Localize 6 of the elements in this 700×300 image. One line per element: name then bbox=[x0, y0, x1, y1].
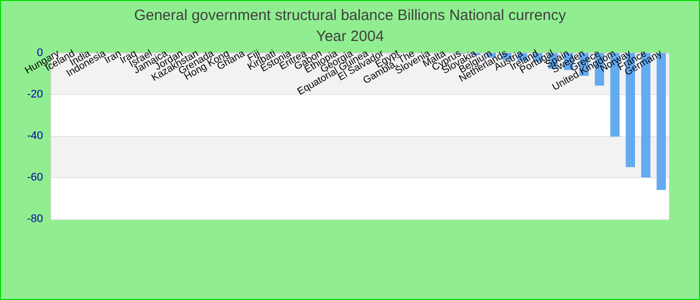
chart-title: General government structural balance Billions National currency bbox=[134, 7, 566, 24]
y-tick-label: -40 bbox=[27, 130, 43, 142]
y-tick-label: -80 bbox=[27, 213, 43, 225]
y-tick-label: -60 bbox=[27, 172, 43, 184]
chart-subtitle: Year 2004 bbox=[316, 28, 384, 45]
y-tick-label: -20 bbox=[27, 88, 43, 100]
